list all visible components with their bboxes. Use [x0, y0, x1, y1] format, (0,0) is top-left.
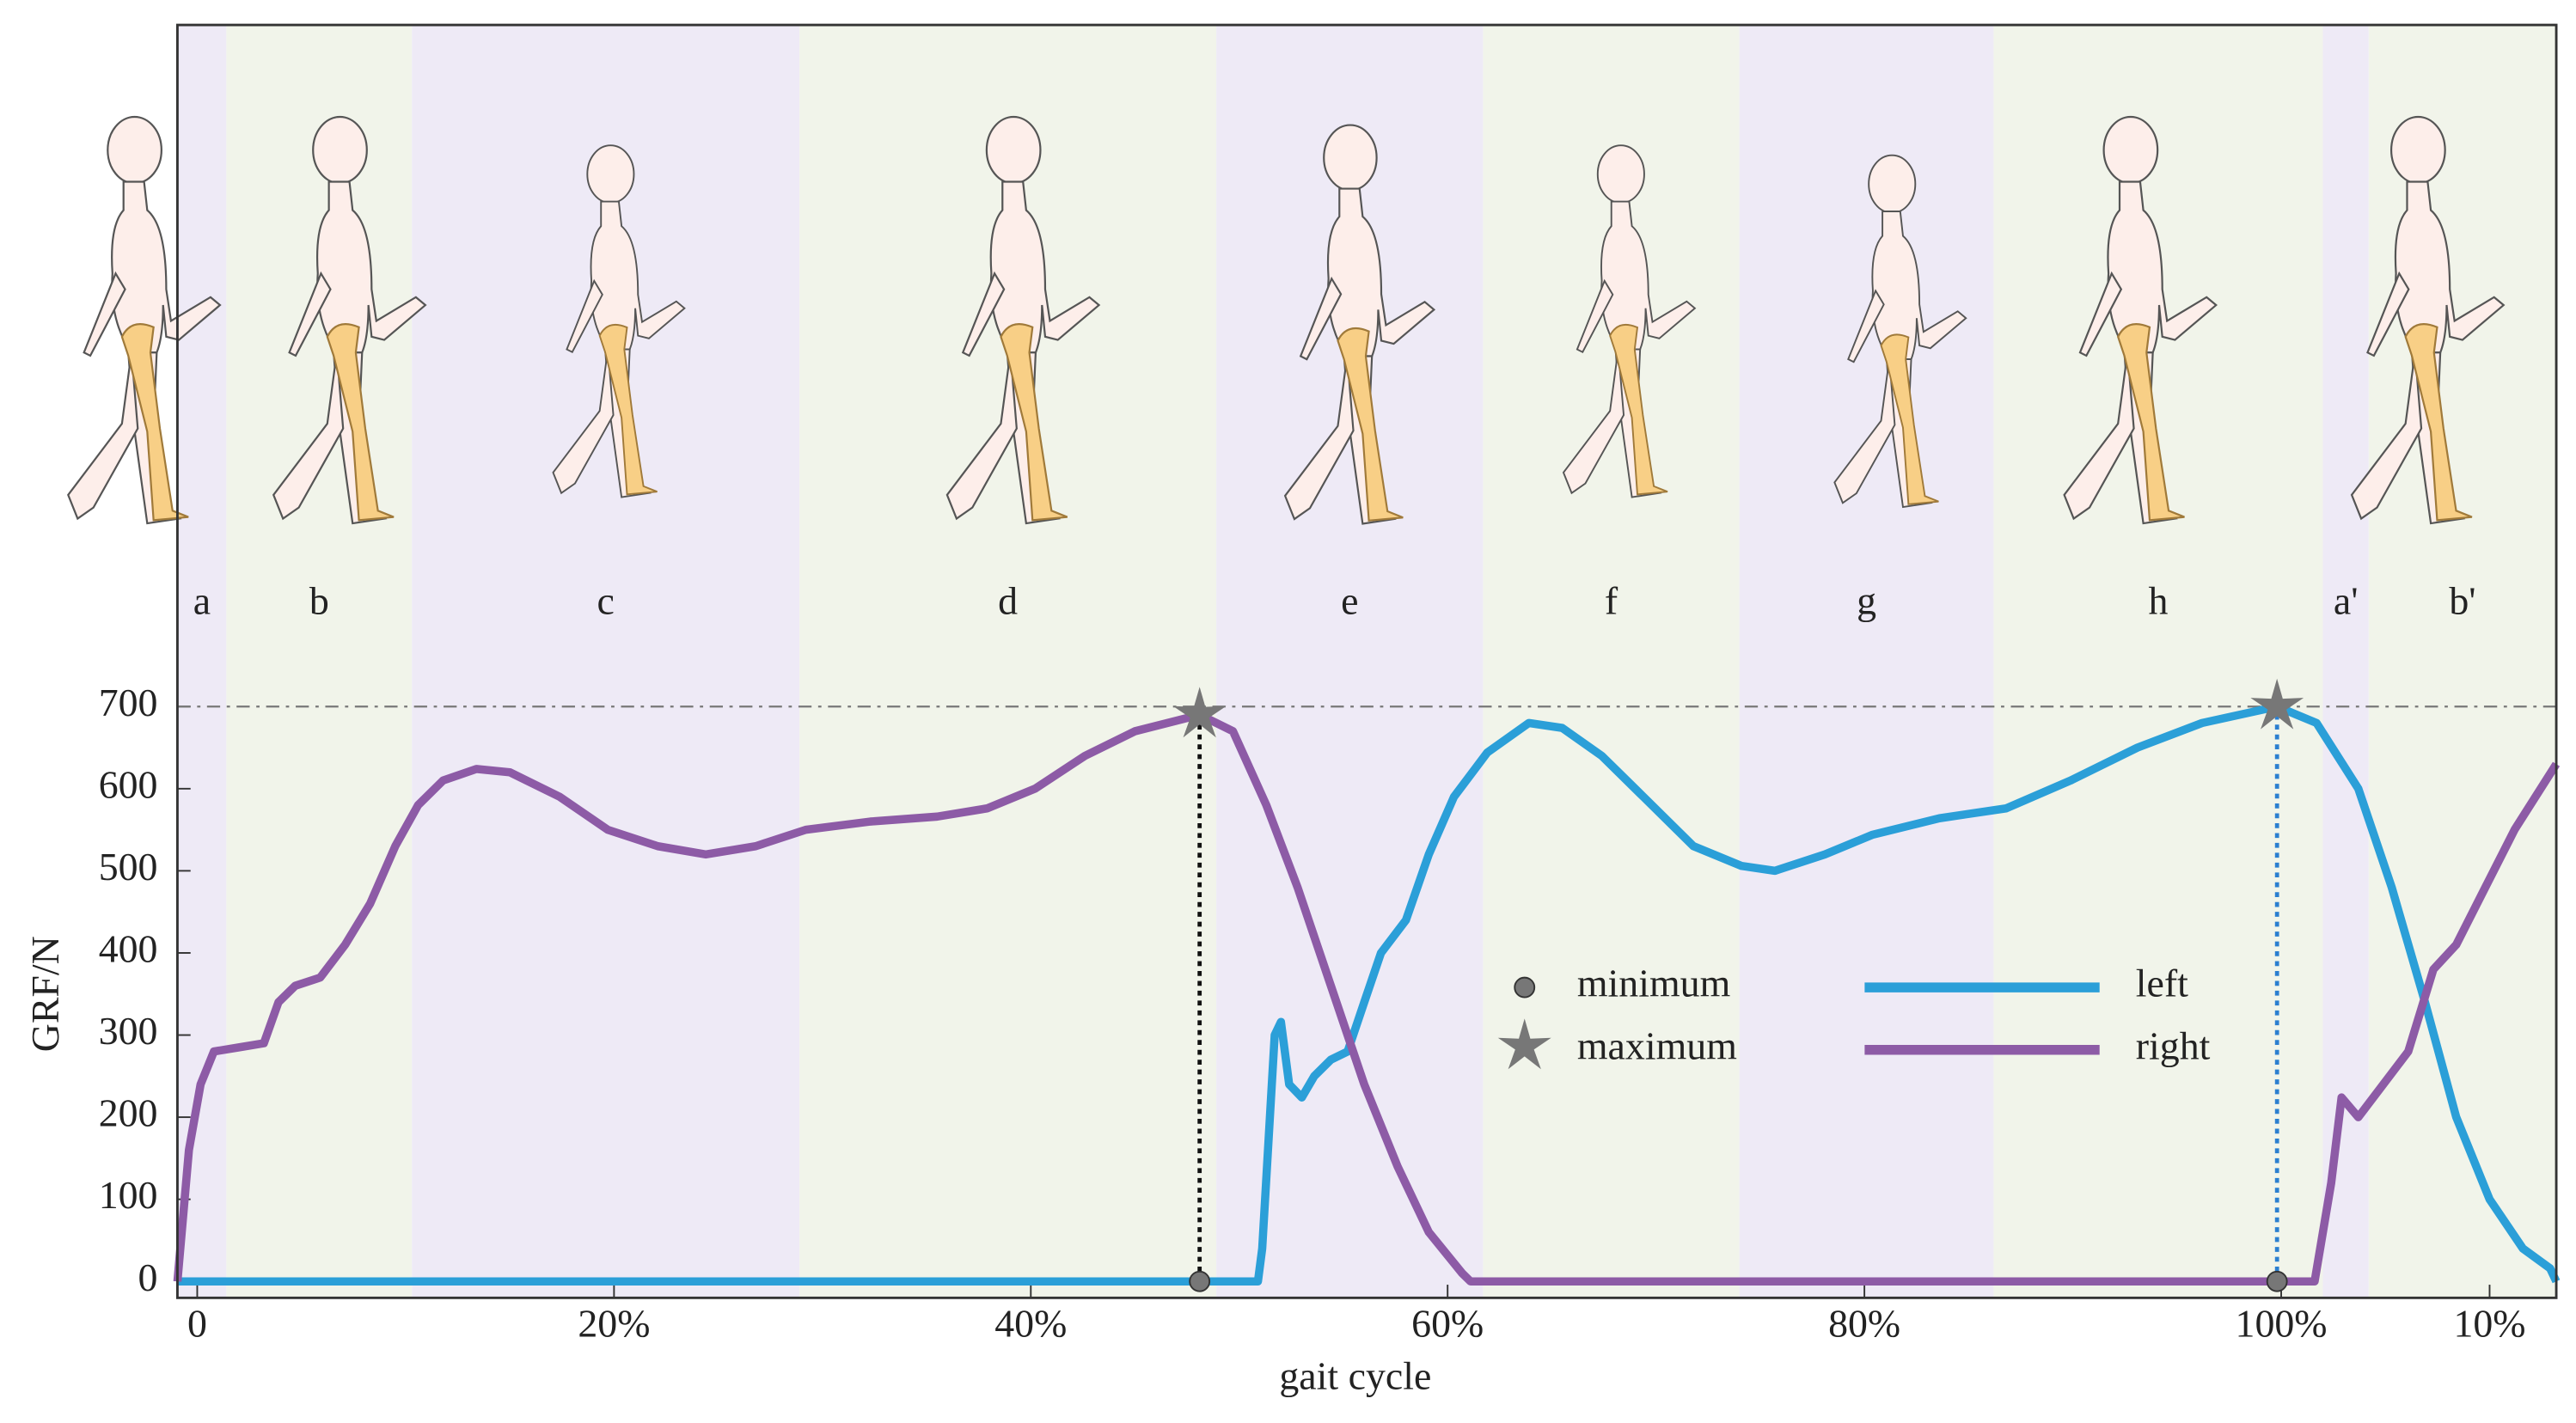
phase-label: h — [2149, 578, 2169, 622]
phase-band — [2322, 25, 2369, 1298]
y-axis-label: GRF/N — [23, 936, 67, 1052]
phase-label: a — [193, 578, 211, 622]
legend-label: minimum — [1577, 962, 1730, 1005]
phase-label: g — [1857, 578, 1876, 622]
x-tick-label: 100% — [2236, 1301, 2328, 1345]
maximum-marker — [2250, 678, 2304, 730]
maximum-marker — [1172, 687, 1227, 738]
series-line — [173, 711, 2561, 1286]
plot-frame — [175, 23, 2558, 1299]
legend-label: left — [2136, 962, 2188, 1005]
y-tick-label: 300 — [99, 1009, 158, 1053]
phase-label: d — [998, 578, 1018, 622]
x-tick-label: 10% — [2453, 1301, 2525, 1345]
x-tick-label: 60% — [1411, 1301, 1484, 1345]
phase-label: b' — [2449, 578, 2475, 622]
phase-label: c — [597, 578, 614, 622]
legend-symbol — [1497, 1018, 1551, 1070]
legend-label: right — [2136, 1023, 2211, 1067]
legend-label: maximum — [1577, 1023, 1737, 1067]
legend-symbol — [1514, 976, 1536, 999]
x-tick-label: 80% — [1828, 1301, 1900, 1345]
phase-label: f — [1605, 578, 1618, 622]
minimum-marker — [2266, 1270, 2288, 1292]
phase-bands: a b c d e f g h a' b' — [177, 25, 2557, 1298]
y-tick-label: 500 — [99, 845, 158, 889]
phase-band — [2368, 25, 2557, 1298]
minimum-marker — [1189, 1270, 1211, 1292]
phase-band — [226, 25, 413, 1298]
y-tick-label: 200 — [99, 1091, 158, 1135]
phase-label: e — [1341, 578, 1358, 622]
phase-band — [1739, 25, 1994, 1298]
y-tick-label: 0 — [138, 1255, 158, 1299]
y-tick-label: 100 — [99, 1173, 158, 1217]
x-tick-label: 0 — [187, 1301, 207, 1345]
x-tick-label: 40% — [994, 1301, 1067, 1345]
phase-label: a' — [2334, 578, 2359, 622]
y-tick-label: 600 — [99, 762, 158, 806]
x-axis-label: gait cycle — [1279, 1353, 1431, 1397]
phase-band — [177, 25, 227, 1298]
phase-band — [1993, 25, 2323, 1298]
y-tick-label: 700 — [99, 681, 158, 724]
y-tick-label: 400 — [99, 927, 158, 971]
series-line — [177, 702, 2561, 1286]
x-tick-label: 20% — [578, 1301, 650, 1345]
legend: minimum maximum left right — [1577, 962, 2211, 1068]
phase-label: b — [309, 578, 329, 622]
